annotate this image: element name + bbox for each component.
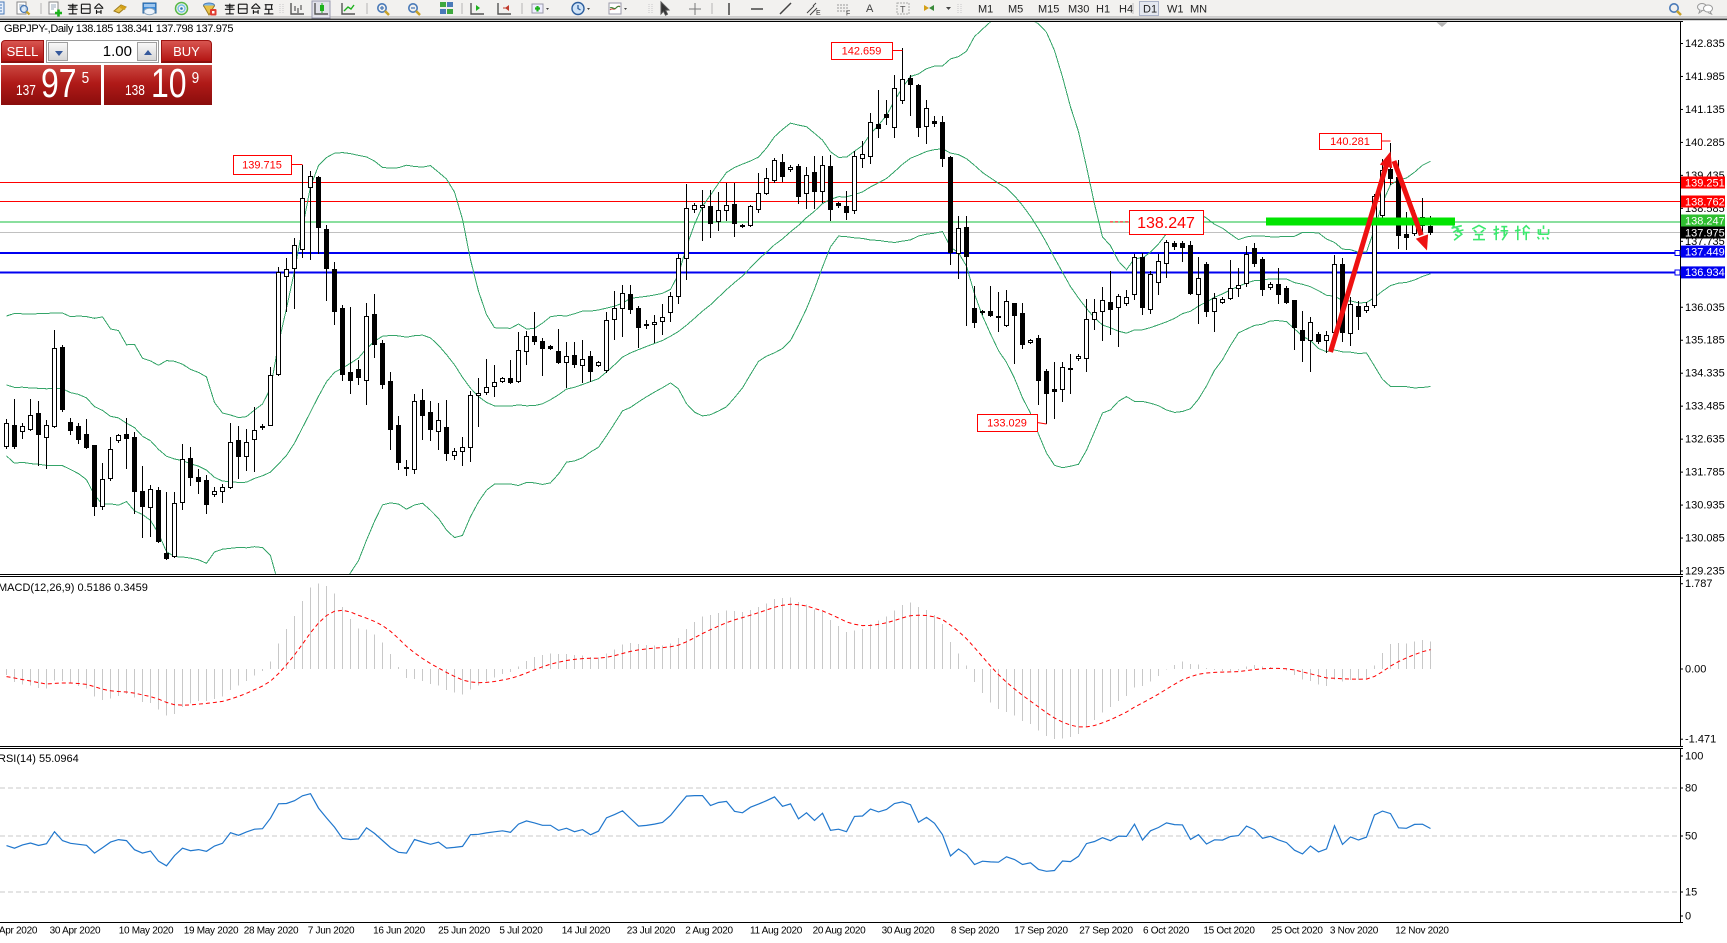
svg-text:27 Sep 2020: 27 Sep 2020	[1079, 926, 1133, 937]
svg-text:T: T	[900, 5, 906, 15]
svg-text:M1: M1	[978, 4, 993, 16]
svg-text:23 Jul 2020: 23 Jul 2020	[627, 926, 676, 937]
svg-text:10 May 2020: 10 May 2020	[119, 926, 174, 937]
svg-text:80: 80	[1685, 783, 1697, 795]
svg-text:16 Jun 2020: 16 Jun 2020	[373, 926, 425, 937]
svg-text:W1: W1	[1167, 4, 1184, 16]
svg-text:17 Sep 2020: 17 Sep 2020	[1014, 926, 1068, 937]
svg-text:H1: H1	[1096, 4, 1110, 16]
svg-text:136.035: 136.035	[1685, 302, 1725, 314]
svg-text:133.029: 133.029	[987, 417, 1027, 429]
svg-text:142.835: 142.835	[1685, 38, 1725, 50]
svg-text:3 Nov 2020: 3 Nov 2020	[1330, 926, 1379, 937]
svg-text:7 Jun 2020: 7 Jun 2020	[308, 926, 355, 937]
svg-text:12 Nov 2020: 12 Nov 2020	[1395, 926, 1449, 937]
svg-text:141.985: 141.985	[1685, 71, 1725, 83]
svg-text:138.247: 138.247	[1137, 215, 1195, 232]
svg-text:2 Aug 2020: 2 Aug 2020	[685, 926, 733, 937]
svg-text:19 May 2020: 19 May 2020	[184, 926, 239, 937]
svg-text:137.449: 137.449	[1685, 246, 1725, 258]
svg-text:MACD(12,26,9) 0.5186 0.3459: MACD(12,26,9) 0.5186 0.3459	[0, 582, 148, 594]
svg-text:139.251: 139.251	[1685, 177, 1725, 189]
svg-text:137.735: 137.735	[1685, 236, 1725, 248]
svg-text:11 Aug 2020: 11 Aug 2020	[750, 926, 803, 937]
svg-text:MN: MN	[1190, 4, 1207, 16]
svg-text:1.787: 1.787	[1685, 578, 1713, 590]
svg-text:A: A	[866, 3, 874, 15]
svg-text:28 May 2020: 28 May 2020	[244, 926, 299, 937]
svg-text:GBPJPY-,Daily 138.185 138.341: GBPJPY-,Daily 138.185 138.341 137.798 13…	[4, 23, 233, 35]
svg-text:-1.471: -1.471	[1685, 734, 1716, 746]
svg-text:140.285: 140.285	[1685, 137, 1725, 149]
svg-text:139.715: 139.715	[242, 159, 282, 171]
svg-text:135.185: 135.185	[1685, 335, 1725, 347]
svg-text:100: 100	[1685, 751, 1703, 763]
svg-text:15: 15	[1685, 887, 1697, 899]
svg-text:8 Sep 2020: 8 Sep 2020	[951, 926, 1000, 937]
svg-text:137.975: 137.975	[1685, 227, 1725, 239]
svg-text:138.247: 138.247	[1685, 215, 1725, 227]
svg-text:25 Jun 2020: 25 Jun 2020	[438, 926, 490, 937]
svg-text:130.085: 130.085	[1685, 533, 1725, 545]
svg-text:136.934: 136.934	[1685, 267, 1725, 279]
svg-text:130.935: 130.935	[1685, 500, 1725, 512]
svg-text:5 Jul 2020: 5 Jul 2020	[499, 926, 543, 937]
svg-text:M30: M30	[1068, 4, 1089, 16]
svg-text:M15: M15	[1038, 4, 1059, 16]
svg-text:141.135: 141.135	[1685, 104, 1725, 116]
svg-text:F: F	[846, 11, 850, 18]
svg-text:RSI(14) 55.0964: RSI(14) 55.0964	[0, 753, 79, 765]
svg-text:138.762: 138.762	[1685, 196, 1725, 208]
svg-text:20 Aug 2020: 20 Aug 2020	[813, 926, 867, 937]
svg-text:H4: H4	[1119, 4, 1133, 16]
svg-text:0: 0	[1685, 911, 1691, 923]
svg-text:25 Oct 2020: 25 Oct 2020	[1271, 926, 1323, 937]
svg-text:134.335: 134.335	[1685, 368, 1725, 380]
svg-text:133.485: 133.485	[1685, 401, 1725, 413]
svg-text:E: E	[816, 10, 821, 17]
svg-text:30 Apr 2020: 30 Apr 2020	[50, 926, 101, 937]
svg-text:M5: M5	[1008, 4, 1023, 16]
svg-text:6 Oct 2020: 6 Oct 2020	[1143, 926, 1190, 937]
svg-text:D1: D1	[1143, 4, 1157, 16]
svg-text:15 Oct 2020: 15 Oct 2020	[1203, 926, 1255, 937]
svg-text:140.281: 140.281	[1330, 136, 1370, 148]
svg-text:50: 50	[1685, 831, 1697, 843]
svg-text:30 Aug 2020: 30 Aug 2020	[882, 926, 936, 937]
svg-text:142.659: 142.659	[842, 45, 882, 57]
svg-text:132.635: 132.635	[1685, 434, 1725, 446]
svg-text:Apr 2020: Apr 2020	[0, 926, 38, 937]
svg-text:0.00: 0.00	[1685, 664, 1706, 676]
svg-text:129.235: 129.235	[1685, 566, 1725, 578]
svg-text:131.785: 131.785	[1685, 467, 1725, 479]
svg-text:14 Jul 2020: 14 Jul 2020	[562, 926, 611, 937]
